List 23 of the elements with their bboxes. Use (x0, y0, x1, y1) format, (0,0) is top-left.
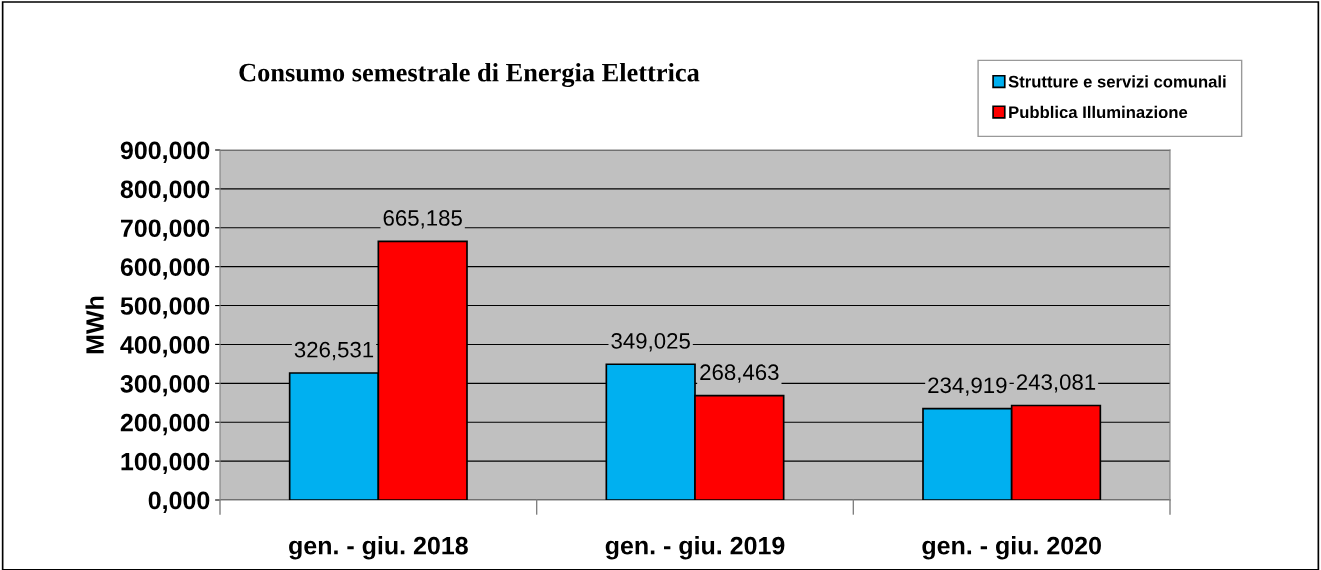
y-tick-label: 500,000 (120, 297, 210, 319)
legend-label: Pubblica Illuminazione (1009, 105, 1188, 119)
data-label: 326,531 (294, 341, 374, 361)
x-tick-label: gen. - giu. 2020 (922, 536, 1101, 560)
legend-label: Strutture e servizi comunali (1008, 75, 1226, 88)
data-label: 243,081 (1016, 374, 1096, 393)
chart-title: Consumo semestrale di Energia Elettrica (239, 62, 700, 88)
y-tick-label: 600,000 (120, 258, 210, 280)
y-tick-label: 0,000 (148, 491, 210, 513)
data-label: 349,025 (611, 333, 690, 352)
y-axis-title: MWh (85, 296, 104, 354)
data-label: 665,185 (383, 210, 462, 229)
y-tick-label: 300,000 (120, 374, 210, 397)
y-tick-label: 400,000 (120, 336, 210, 358)
y-tick-label: 800,000 (120, 180, 210, 202)
x-tick-label: gen. - giu. 2018 (289, 536, 468, 560)
x-tick-label: gen. - giu. 2019 (605, 536, 785, 560)
y-tick-label: 900,000 (120, 141, 210, 163)
y-tick-label: 700,000 (120, 219, 210, 241)
data-label: 268,463 (700, 364, 779, 383)
data-label: 234,919 (928, 377, 1007, 396)
y-tick-label: 200,000 (120, 413, 210, 436)
y-tick-label: 100,000 (121, 452, 210, 475)
